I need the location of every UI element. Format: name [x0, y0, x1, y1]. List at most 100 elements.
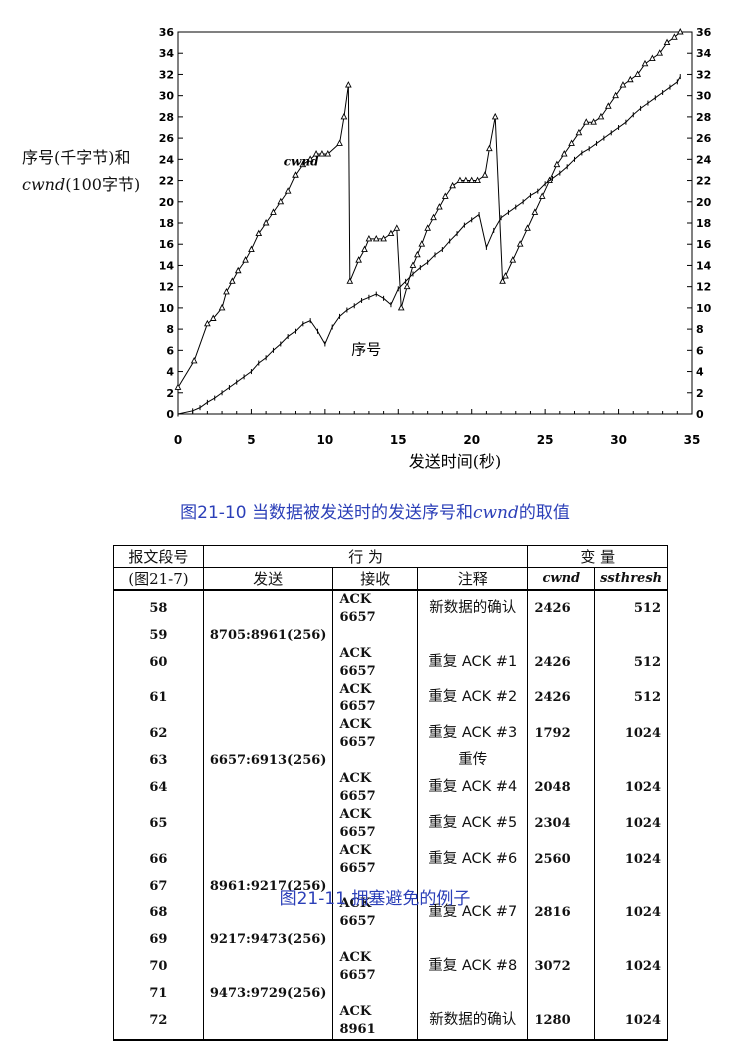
cwnd-point: [671, 33, 678, 40]
y-tick-label-left: 16: [159, 238, 175, 251]
cell-cwnd: 2426: [527, 644, 596, 681]
cell-ssthresh: 1024: [594, 1002, 668, 1041]
cell-note: 重复 ACK #1: [417, 644, 529, 681]
y-tick-label-right: 4: [696, 366, 704, 379]
cell-note: [417, 984, 529, 1003]
cell-ssthresh: 512: [594, 644, 668, 681]
cell-seg: 60: [113, 644, 204, 681]
cell-cwnd: 1792: [527, 716, 596, 753]
x-tick-label: 15: [390, 433, 407, 447]
cwnd-point: [462, 176, 470, 184]
y-tick-label-left: 10: [159, 302, 175, 315]
header-figure-ref: (图21-7): [113, 567, 204, 591]
x-tick-label: 20: [463, 433, 480, 447]
y-tick-label-right: 26: [696, 132, 712, 145]
cwnd-point: [299, 160, 307, 168]
cwnd-point: [340, 112, 348, 120]
y-tick-label-right: 24: [696, 153, 712, 166]
cwnd-point: [292, 171, 299, 178]
cwnd-point: [336, 139, 343, 146]
cell-note: 重复 ACK #2: [417, 680, 529, 717]
table-row: 61 ACK 6657 重复 ACK #2 2426 512: [113, 680, 668, 717]
table-row: 62 ACK 6657 重复 ACK #3 1792 1024: [113, 716, 668, 753]
cell-recv: [332, 626, 419, 645]
y-tick-label-right: 34: [696, 47, 712, 60]
y-tick-label-right: 0: [696, 408, 704, 421]
cwnd-point: [538, 192, 546, 199]
y-tick-label-right: 18: [696, 217, 711, 230]
cell-ssthresh: [594, 752, 668, 771]
y-axis-label-line1: 序号(千字节)和: [22, 148, 131, 167]
plot-frame: [177, 31, 693, 415]
x-tick-label: 25: [537, 433, 554, 447]
header-note: 注释: [417, 567, 529, 591]
table-row: 72 ACK 8961 新数据的确认 1280 1024: [113, 1002, 668, 1041]
cwnd-point: [284, 187, 292, 194]
cwnd-point: [218, 303, 226, 311]
cell-cwnd: [527, 752, 596, 771]
cwnd-point: [568, 139, 575, 146]
cell-recv: ACK 6657: [332, 841, 419, 878]
cell-cwnd: [527, 931, 596, 950]
cwnd-point: [372, 234, 380, 242]
cell-seg: 63: [113, 752, 204, 771]
cell-send: [202, 949, 334, 985]
cwnd-point: [656, 49, 664, 56]
table-header-row: 报文段号 行 为 变 量: [113, 545, 668, 568]
cell-recv: ACK 6657: [332, 805, 419, 842]
y-tick-label-left: 34: [159, 47, 175, 60]
y-tick-label-left: 22: [159, 175, 174, 188]
y-tick-label-left: 24: [159, 153, 175, 166]
chart-annotation: 序号: [351, 341, 381, 359]
cwnd-point: [634, 70, 642, 77]
y-tick-label-left: 20: [159, 196, 175, 209]
table-row: 60 ACK 6657 重复 ACK #1 2426 512: [113, 644, 668, 681]
cell-ssthresh: [594, 984, 668, 1003]
cell-cwnd: 1280: [527, 1002, 596, 1041]
x-tick-label: 10: [317, 433, 334, 447]
cwnd-point: [397, 303, 405, 311]
cwnd-point: [441, 192, 449, 199]
cell-send: 8961:9217(256): [202, 877, 334, 896]
table-subheader-row: (图21-7) 发送 接收 注释 cwnd ssthresh: [113, 567, 668, 591]
cell-note: [417, 626, 529, 645]
cell-ssthresh: 1024: [594, 770, 668, 806]
table-row: 67 8961:9217(256): [113, 877, 668, 896]
y-axis-label-line2: cwnd(100字节): [22, 171, 140, 195]
cwnd-point: [582, 118, 590, 125]
cell-send: 6657:6913(256): [202, 752, 334, 771]
cwnd-point: [509, 256, 517, 263]
cwnd-point: [209, 314, 217, 321]
table-row: 58 ACK 6657 新数据的确认 2426 512: [113, 589, 668, 627]
cell-seg: 64: [113, 770, 204, 806]
header-ssthresh: ssthresh: [594, 567, 668, 591]
cwnd-point: [626, 75, 634, 83]
cell-note: 新数据的确认: [417, 1002, 529, 1041]
cell-cwnd: 2426: [527, 680, 596, 717]
y-tick-label-right: 28: [696, 111, 711, 124]
cell-recv: [332, 931, 419, 950]
cwnd-point: [174, 383, 182, 390]
cwnd-point: [365, 234, 373, 242]
cell-seg: 69: [113, 931, 204, 950]
cell-note: 重复 ACK #6: [417, 841, 529, 878]
cwnd-point: [361, 245, 368, 252]
chart-annotation: cwnd: [284, 155, 319, 169]
cell-note: 重复 ACK #3: [417, 716, 529, 753]
cwnd-point: [612, 91, 619, 99]
cwnd-point: [248, 245, 255, 252]
cell-note: [417, 931, 529, 950]
table-row: 71 9473:9729(256): [113, 984, 668, 1003]
y-tick-label-right: 8: [696, 323, 704, 336]
cwnd-point: [649, 54, 656, 61]
cwnd-point: [242, 256, 249, 263]
header-send: 发送: [202, 567, 334, 591]
cwnd-point: [575, 128, 583, 136]
y-tick-label-right: 2: [696, 387, 704, 400]
header-variables: 变 量: [527, 545, 668, 568]
cell-seg: 70: [113, 949, 204, 985]
cell-send: [202, 680, 334, 717]
cell-recv: ACK 6657: [332, 949, 419, 985]
cwnd-point: [409, 261, 417, 268]
header-segment: 报文段号: [113, 545, 204, 568]
